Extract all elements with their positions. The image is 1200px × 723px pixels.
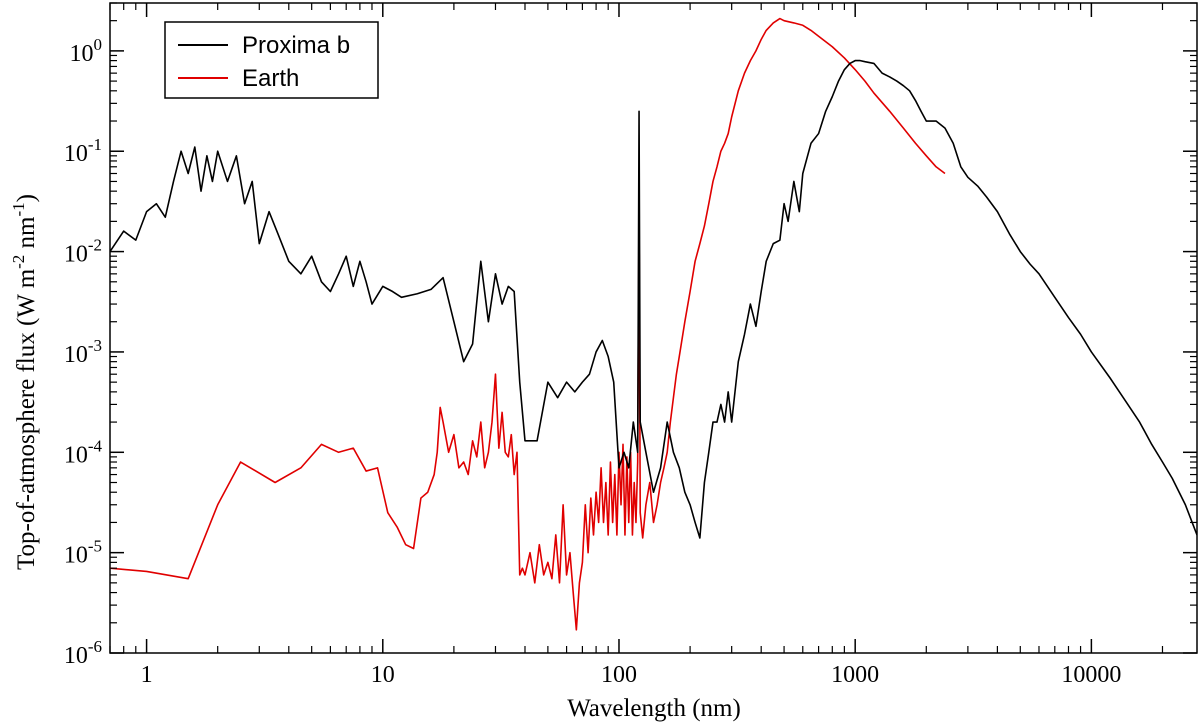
y-axis-title-exp1: -2	[9, 255, 28, 269]
x-axis: 1 10 100 1000 10000	[109, 3, 1164, 688]
svg-text:Top-of-atmosphere flux (W m-2: Top-of-atmosphere flux (W m-2 nm-1)	[9, 194, 40, 570]
legend-box	[164, 21, 379, 99]
x-tick-label: 10	[371, 662, 395, 688]
series-group	[110, 17, 1197, 631]
y-axis: 10-6 10-5 10-4 10-3 10-2 10-1 100	[64, 2, 1197, 669]
x-tick-label: 1000	[831, 662, 879, 688]
y-axis-title: Top-of-atmosphere flux (W m-2 nm-1)	[9, 194, 40, 570]
legend-label-earth: Earth	[242, 65, 299, 92]
y-tick-label: 10-6	[64, 637, 102, 669]
x-tick-label: 1	[141, 662, 153, 688]
y-tick-label: 10-2	[64, 236, 102, 268]
legend-label-proxima-b: Proxima b	[242, 32, 350, 59]
x-tick-label: 10000	[1061, 662, 1121, 688]
x-tick-label: 100	[601, 662, 637, 688]
y-tick-label: 10-1	[64, 135, 102, 167]
y-axis-title-end: )	[13, 194, 40, 202]
series-line-proxima-b	[110, 59, 1197, 539]
plot-frame	[109, 2, 1198, 654]
y-axis-title-main: Top-of-atmosphere flux (W m	[13, 268, 40, 570]
series-line-earth	[110, 17, 946, 631]
y-tick-label: 10-4	[64, 436, 103, 468]
y-axis-title-mid: nm	[13, 216, 40, 255]
y-axis-title-exp2: -1	[9, 202, 28, 216]
plot-area	[109, 2, 1198, 654]
x-axis-title: Wavelength (nm)	[567, 695, 741, 722]
legend: Proxima b Earth	[164, 21, 379, 99]
y-tick-label: 100	[70, 35, 103, 67]
y-tick-label: 10-3	[64, 336, 102, 368]
y-tick-label: 10-5	[64, 537, 102, 569]
